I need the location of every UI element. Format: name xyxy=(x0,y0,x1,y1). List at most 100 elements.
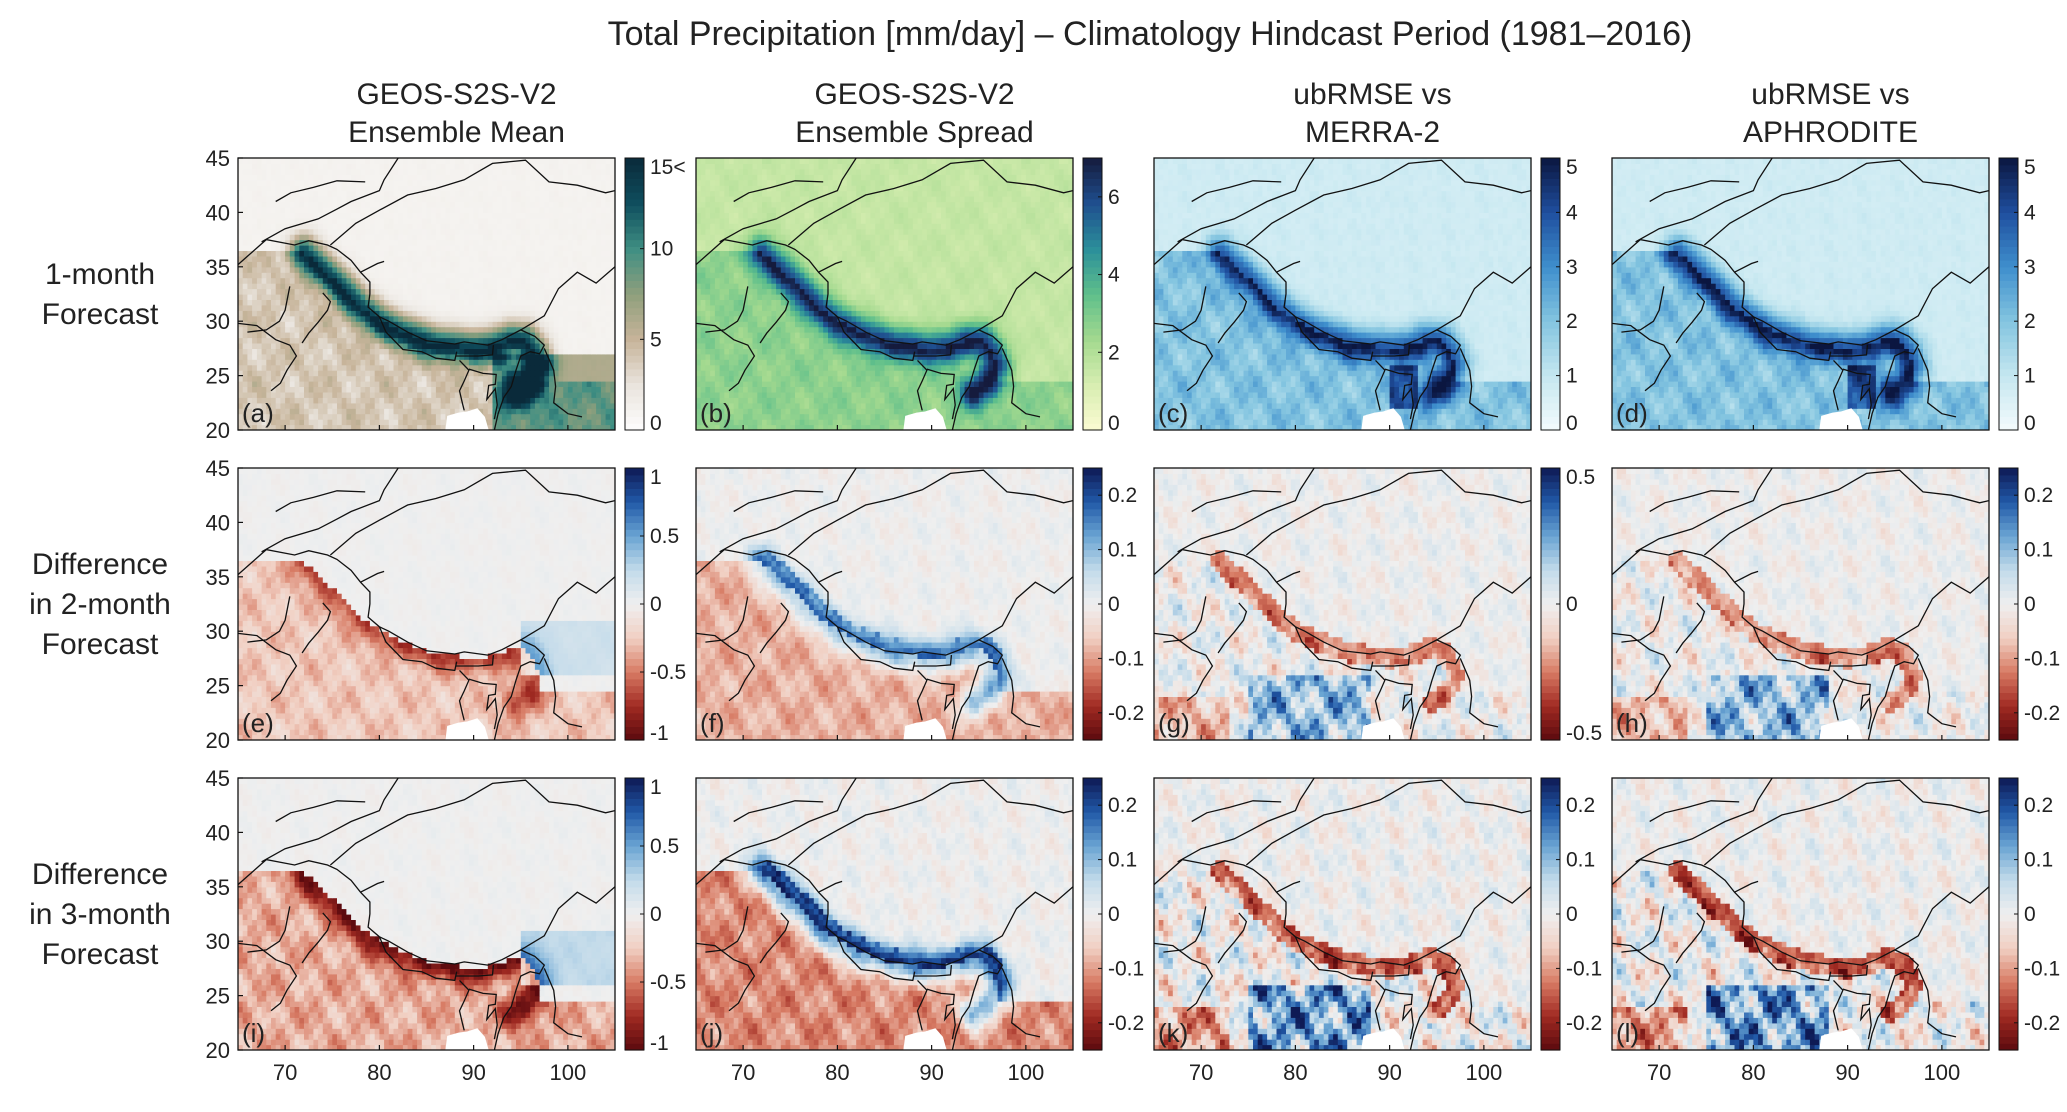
colorbar-segment xyxy=(1083,260,1102,268)
colorbar-segment xyxy=(1999,665,2018,673)
map-panel: (e) 20 25 30 35 40 45 -1 -0.5 0 0.5 1 xyxy=(206,456,687,753)
colorbar-segment xyxy=(1999,914,2018,922)
colorbar-segment xyxy=(625,396,644,404)
border-line xyxy=(275,800,366,823)
colorbar-segment xyxy=(1083,409,1102,417)
border-line xyxy=(1276,570,1301,583)
colorbar-tick-label: -1 xyxy=(650,722,669,745)
colorbar-segment xyxy=(1999,590,2018,598)
colorbar-segment xyxy=(1083,832,1102,840)
border-line xyxy=(1436,886,1531,951)
colorbar-tick-label: 0 xyxy=(1108,593,1120,616)
colorbar-segment xyxy=(1999,818,2018,827)
colorbar-segment xyxy=(1541,692,1560,700)
colorbar-segment xyxy=(625,651,644,659)
border-line xyxy=(926,368,956,420)
colorbar-segment xyxy=(1999,1043,2018,1051)
colorbar-segment xyxy=(1083,995,1102,1003)
colorbar-segment xyxy=(625,1009,644,1017)
map-frame xyxy=(237,777,616,1051)
colorbar-segment xyxy=(1083,576,1102,585)
y-tick-label: 45 xyxy=(206,456,230,481)
border-line xyxy=(1894,886,1989,951)
colorbar-segment xyxy=(1999,866,2018,874)
colorbar-segment xyxy=(1541,307,1560,315)
colorbar-segment xyxy=(1999,198,2018,207)
colorbar-segment xyxy=(625,515,644,523)
colorbar-segment xyxy=(1541,1016,1560,1024)
border-line xyxy=(520,886,615,951)
border-line xyxy=(360,880,385,893)
border-line xyxy=(759,602,790,654)
border-line xyxy=(238,858,546,1050)
border-line xyxy=(916,979,928,1031)
colorbar-segment xyxy=(625,549,644,557)
colorbar-segment xyxy=(625,859,644,867)
colorbar-segment xyxy=(1541,791,1560,799)
colorbar-segment xyxy=(1541,658,1560,666)
colorbar-segment xyxy=(1541,604,1560,612)
colorbar-segment xyxy=(1999,164,2018,173)
map-panel: (j) -0.2 -0.1 0 0.1 0.2 xyxy=(695,777,1144,1051)
colorbar-segment xyxy=(625,638,644,646)
map-field xyxy=(1612,158,1989,430)
colorbar-segment xyxy=(1541,348,1560,356)
border-line xyxy=(1294,936,1374,982)
colorbar-segment xyxy=(625,563,644,571)
colorbar-tick-label: 4 xyxy=(1108,264,1120,287)
border-line xyxy=(1829,345,1869,357)
colorbar-segment xyxy=(1999,1036,2018,1044)
colorbar-segment xyxy=(625,158,644,166)
colorbar-tick-label: 0.1 xyxy=(1108,539,1137,562)
colorbar-segment xyxy=(1083,651,1102,659)
colorbar-segment xyxy=(1541,416,1560,424)
y-tick-label: 35 xyxy=(206,875,230,900)
colorbar-segment xyxy=(1999,784,2018,793)
sea-mask xyxy=(1819,1028,1863,1050)
colorbar-segment xyxy=(625,1016,644,1024)
panel-label: (j) xyxy=(700,1018,723,1048)
colorbar-segment xyxy=(1541,212,1560,220)
colorbar-tick-label: -0.1 xyxy=(2024,647,2060,670)
colorbar-segment xyxy=(1083,948,1102,956)
colorbar-tick-label: 1 xyxy=(650,466,662,489)
border-line xyxy=(696,238,1004,430)
border-line xyxy=(1384,678,1414,730)
colorbar-segment xyxy=(625,536,644,544)
colorbar-segment xyxy=(1083,481,1102,489)
colorbar-segment xyxy=(625,927,644,935)
colorbar-segment xyxy=(1541,778,1560,786)
colorbar-segment xyxy=(625,171,644,179)
colorbar-segment xyxy=(1999,726,2018,734)
colorbar-segment xyxy=(1999,294,2018,302)
colorbar-segment xyxy=(1999,382,2018,390)
colorbar-segment xyxy=(1083,474,1102,483)
colorbar-segment xyxy=(625,812,644,820)
y-tick-label: 40 xyxy=(206,820,230,845)
column-titles: GEOS-S2S-V2 Ensemble Mean GEOS-S2S-V2 Ensem… xyxy=(348,78,1918,149)
colorbar-segment xyxy=(1083,178,1102,186)
colorbar-segment xyxy=(1083,658,1102,666)
colorbar-tick-label: -0.2 xyxy=(2024,1012,2060,1035)
border-line xyxy=(247,286,291,333)
colorbar-segment xyxy=(1541,617,1560,625)
colorbar-tick-label: -0.1 xyxy=(1566,957,1602,980)
colorbar-segment xyxy=(625,226,644,234)
colorbar-segment xyxy=(1083,536,1102,544)
y-tick-label: 30 xyxy=(206,309,230,334)
colorbar-tick-label: 0.5 xyxy=(650,525,679,548)
colorbar-segment xyxy=(1541,409,1560,417)
colorbar-segment xyxy=(1541,396,1560,404)
colorbar-tick-label: 1 xyxy=(650,776,662,799)
colorbar-segment xyxy=(1999,253,2018,261)
colorbar-segment xyxy=(1999,832,2018,840)
colorbar-segment xyxy=(1083,375,1102,383)
colorbar-tick-label: 2 xyxy=(2024,310,2036,333)
border-line xyxy=(1294,316,1374,362)
border-line xyxy=(1459,658,1499,728)
colorbar-segment xyxy=(625,866,644,874)
colorbar-segment xyxy=(1083,818,1102,827)
colorbar-segment xyxy=(1083,846,1102,854)
colorbar-tick-label: 2 xyxy=(1566,310,1578,333)
colorbar-segment xyxy=(625,784,644,793)
